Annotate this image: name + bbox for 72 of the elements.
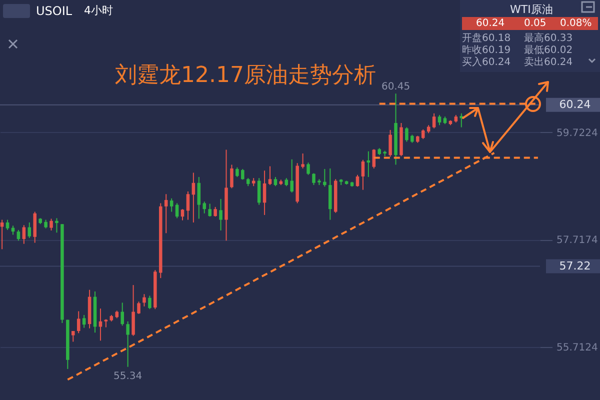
candlestick — [438, 114, 442, 126]
candlestick — [388, 129, 392, 158]
candlestick — [76, 310, 80, 334]
candlestick — [132, 284, 135, 336]
annotation: 60.45 — [381, 82, 410, 93]
annotation: 60.24 — [476, 18, 505, 30]
candlestick — [148, 295, 152, 310]
candlestick — [274, 176, 278, 187]
y-tick-label: 59.7224 — [556, 128, 598, 139]
candlestick — [72, 330, 75, 342]
candlestick — [180, 208, 184, 221]
y-tick-label: 55.7124 — [556, 342, 598, 354]
annotation: 55.34 — [114, 370, 142, 382]
annotation: 60.19 — [482, 45, 511, 57]
text: 0.08% — [560, 18, 592, 30]
candlestick — [214, 206, 217, 218]
annotation: 0.05 — [524, 18, 546, 30]
annotation: 60.18 — [482, 33, 511, 45]
annotation: 昨收 — [462, 45, 482, 56]
ref-line-label: 60.24 — [559, 98, 591, 111]
candlestick — [55, 218, 58, 234]
candlestick — [262, 170, 266, 216]
candlestick — [312, 172, 316, 186]
candlestick — [137, 301, 140, 314]
candlestick — [219, 198, 222, 231]
candlestick — [236, 166, 239, 178]
candlestick — [16, 229, 20, 242]
text: 刘霆龙12.17原油走势分析 — [115, 62, 376, 90]
annotation: 最低 — [524, 45, 544, 56]
candlestick — [421, 128, 425, 140]
candlestick — [230, 164, 234, 189]
candlestick — [33, 211, 36, 244]
candlestick — [170, 198, 174, 212]
candlestick — [142, 294, 146, 307]
candlestick — [126, 320, 130, 368]
candlestick — [361, 159, 365, 190]
candlestick — [432, 112, 436, 129]
candlestick — [306, 162, 310, 176]
candlestick — [323, 168, 326, 188]
candlestick — [192, 172, 196, 223]
text: 60.02 — [544, 45, 573, 57]
annotation: WTI原油 — [510, 3, 553, 16]
candlestick — [208, 203, 212, 218]
annotation: 买入 — [462, 57, 482, 69]
text: 60.33 — [544, 33, 573, 45]
candlestick — [257, 178, 261, 206]
annotation: 60.24 — [482, 57, 511, 69]
candlestick — [164, 194, 168, 234]
candlestick — [290, 158, 294, 194]
candlestick — [197, 176, 201, 220]
candlestick — [50, 218, 53, 231]
candlestick — [202, 201, 206, 214]
y-tick-label: 57.7174 — [556, 235, 598, 246]
annotation: USOIL — [36, 4, 72, 18]
candlestick — [268, 166, 272, 186]
candlestick — [22, 224, 26, 244]
candlestick — [186, 190, 190, 220]
annotation: 卖出 — [524, 57, 544, 69]
candlestick — [356, 174, 360, 188]
candlestick — [175, 202, 179, 219]
candlestick — [82, 314, 86, 328]
candlestick — [241, 168, 244, 180]
annotation: 最高 — [524, 33, 544, 45]
candlestick — [6, 219, 10, 230]
candlestick — [301, 152, 304, 169]
candlestick — [28, 222, 32, 238]
text: 60.24 — [544, 57, 573, 69]
candlestick — [405, 126, 408, 142]
ref-line-label: 57.22 — [559, 259, 591, 272]
candlestick — [120, 302, 124, 326]
annotation: 4小时 — [84, 4, 113, 17]
annotation: 开盘 — [462, 33, 482, 45]
